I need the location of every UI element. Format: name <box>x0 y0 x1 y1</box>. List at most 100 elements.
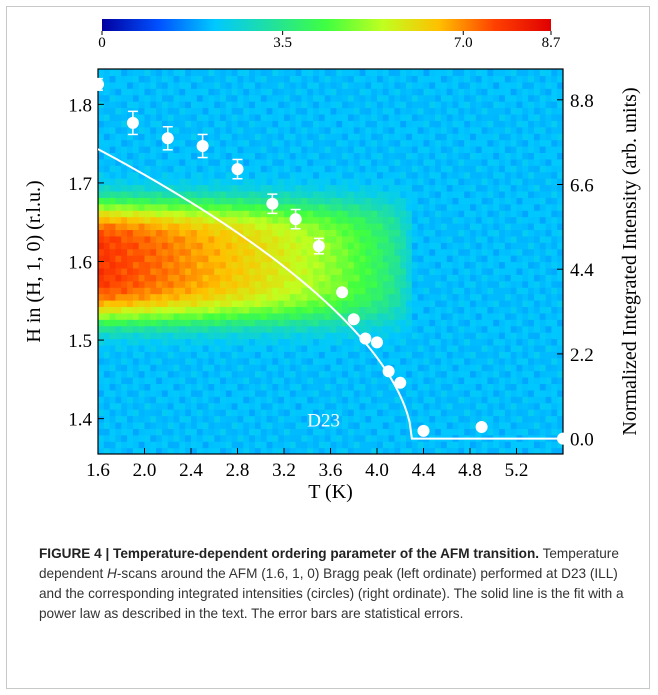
heatmap-cell <box>127 357 134 365</box>
heatmap-cell <box>289 280 297 288</box>
heatmap-cell <box>423 377 430 385</box>
heatmap-cell <box>295 338 303 346</box>
heatmap-cell <box>214 158 221 166</box>
heatmap-cell <box>249 300 256 308</box>
heatmap-cell <box>173 69 180 77</box>
heatmap-cell <box>301 402 308 410</box>
heatmap-cell <box>115 261 122 269</box>
heatmap-cell <box>260 101 268 109</box>
heatmap-cell <box>446 409 454 417</box>
heatmap-cell <box>313 184 320 192</box>
heatmap-cell <box>336 402 343 410</box>
heatmap-cell <box>272 338 279 346</box>
heatmap-cell <box>144 223 151 231</box>
heatmap-cell <box>132 88 140 96</box>
heatmap-cell <box>161 101 169 109</box>
heatmap-cell <box>318 306 326 314</box>
heatmap-cell <box>359 184 366 192</box>
heatmap-cell <box>301 415 308 423</box>
heatmap-cell <box>440 107 448 115</box>
heatmap-cell <box>115 319 122 327</box>
heatmap-cell <box>167 280 175 288</box>
heatmap-cell <box>138 383 146 391</box>
heatmap-cell <box>301 274 308 282</box>
heatmap-cell <box>324 235 332 243</box>
heatmap-cell <box>266 146 273 154</box>
heatmap-cell <box>499 133 506 141</box>
heatmap-cell <box>516 242 523 250</box>
heatmap-cell <box>493 152 500 160</box>
heatmap-cell <box>179 235 186 243</box>
heatmap-cell <box>557 396 563 404</box>
heatmap-cell <box>528 396 535 404</box>
heatmap-cell <box>557 216 563 224</box>
heatmap-cell <box>324 210 332 218</box>
heatmap-cell <box>98 370 105 378</box>
heatmap-cell <box>249 152 256 160</box>
heatmap-cell <box>272 69 279 77</box>
heatmap-cell <box>191 146 198 154</box>
heatmap-cell <box>394 210 401 218</box>
heatmap-cell <box>394 229 401 237</box>
heatmap-cell <box>231 351 239 359</box>
heatmap-cell <box>510 255 518 263</box>
heatmap-cell <box>353 139 361 147</box>
heatmap-cell <box>278 306 285 314</box>
heatmap-cell <box>173 319 180 327</box>
heatmap-cell <box>487 197 494 205</box>
heatmap-cell <box>138 287 146 295</box>
heatmap-cell <box>400 306 407 314</box>
heatmap-cell <box>284 165 291 173</box>
heatmap-cell <box>365 126 372 134</box>
heatmap-cell <box>220 152 227 160</box>
heatmap-cell <box>429 344 436 352</box>
heatmap-cell <box>185 338 192 346</box>
heatmap-cell <box>411 287 419 295</box>
heatmap-cell <box>278 389 285 397</box>
heatmap-cell <box>237 184 244 192</box>
heatmap-cell <box>353 344 361 352</box>
heatmap-cell <box>132 396 140 404</box>
heatmap-cell <box>115 370 122 378</box>
heatmap-cell <box>493 325 500 333</box>
heatmap-cell <box>132 447 140 454</box>
heatmap-cell <box>417 325 425 333</box>
heatmap-cell <box>365 287 372 295</box>
heatmap-cell <box>435 216 442 224</box>
heatmap-cell <box>115 178 122 186</box>
heatmap-cell <box>493 81 500 89</box>
heatmap-cell <box>539 287 547 295</box>
heatmap-cell <box>121 255 128 263</box>
heatmap-cell <box>557 190 563 198</box>
heatmap-cell <box>103 383 111 391</box>
heatmap-cell <box>510 409 518 417</box>
heatmap-cell <box>429 357 436 365</box>
heatmap-cell <box>167 158 175 166</box>
heatmap-cell <box>144 139 151 147</box>
heatmap-cell <box>156 357 163 365</box>
heatmap-cell <box>388 421 396 429</box>
heatmap-cell <box>313 280 320 288</box>
heatmap-cell <box>394 139 401 147</box>
heatmap-cell <box>289 171 297 179</box>
heatmap-cell <box>347 229 355 237</box>
heatmap-cell <box>330 165 337 173</box>
heatmap-cell <box>144 377 151 385</box>
heatmap-cell <box>191 139 198 147</box>
heatmap-cell <box>272 415 279 423</box>
heatmap-cell <box>400 178 407 186</box>
heatmap-cell <box>533 255 541 263</box>
heatmap-cell <box>254 75 262 83</box>
heatmap-cell <box>435 409 442 417</box>
heatmap-cell <box>470 229 477 237</box>
heatmap-cell <box>440 415 448 423</box>
heatmap-cell <box>557 235 563 243</box>
heatmap-cell <box>98 146 105 154</box>
heatmap-cell <box>295 75 303 83</box>
heatmap-cell <box>475 75 483 83</box>
heatmap-cell <box>231 421 239 429</box>
heatmap-cell <box>295 88 303 96</box>
heatmap-cell <box>365 280 372 288</box>
heatmap-cell <box>510 248 518 256</box>
heatmap-cell <box>237 203 244 211</box>
